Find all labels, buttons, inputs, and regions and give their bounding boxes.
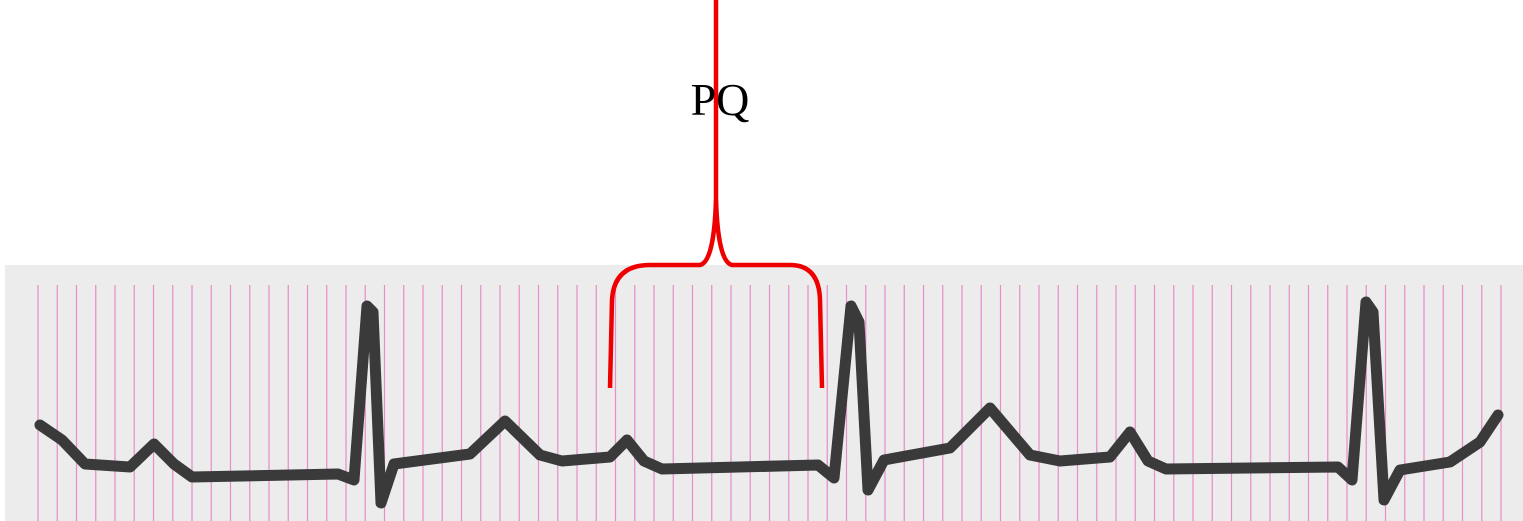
ecg-paper — [5, 265, 1523, 521]
interval-label: PQ — [691, 74, 750, 125]
ecg-diagram: PQ — [0, 0, 1523, 521]
page: PQ (() => { const data = JSON.parse(docu… — [0, 0, 1523, 521]
